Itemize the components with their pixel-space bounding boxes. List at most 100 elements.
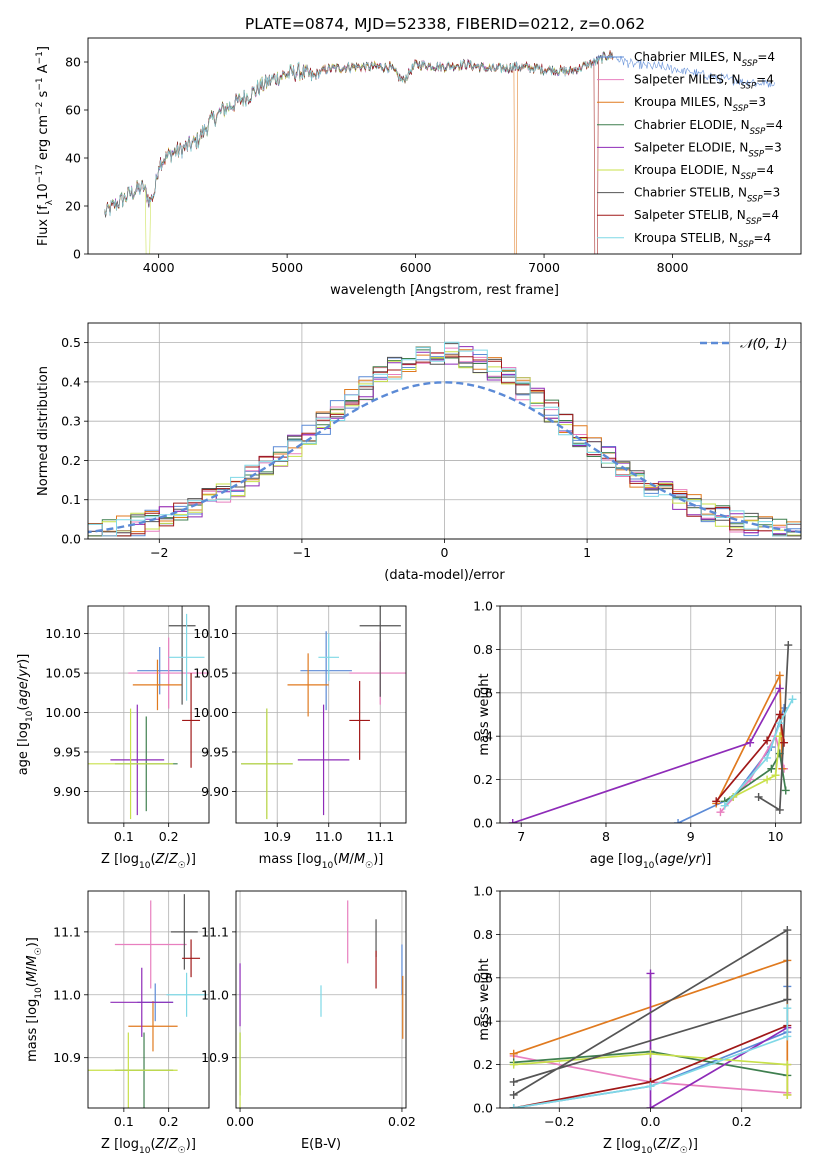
axes-frame <box>87 605 210 824</box>
weight-marker <box>754 792 763 801</box>
error-bar-point <box>166 972 207 1017</box>
panel-age_vs_mass: 10.9 11.0 11.1 9.90 9.95 10.00 10.05 10.10 mass … <box>193 605 407 871</box>
y-axis-label: Flux [fλ10−17 erg cm−2 s−1 A−1] <box>35 46 55 246</box>
weight-marker <box>783 1060 792 1069</box>
weight-marker <box>746 738 755 747</box>
spectrum-line <box>104 50 614 254</box>
x-axis-label: mass [log10(M/M☉)] <box>259 852 384 871</box>
weight-series <box>720 695 797 810</box>
y-tick-label: 0 <box>73 247 81 262</box>
error-bar-point <box>359 606 401 697</box>
x-tick-label: 0.00 <box>226 1114 254 1129</box>
y-axis-label: mass weight <box>477 958 492 1040</box>
x-tick-label: 8 <box>602 829 610 844</box>
panel-mass_vs_EBV: 0.00 0.02 10.9 11.0 11.1 E(B-V) <box>201 890 416 1152</box>
weight-marker <box>509 1077 518 1086</box>
y-tick-label: 9.95 <box>53 744 81 759</box>
spectrum-line <box>104 51 614 218</box>
legend-label: 𝒩(0, 1) <box>740 337 787 352</box>
weight-marker <box>720 801 729 810</box>
x-axis-label: E(B-V) <box>301 1137 341 1152</box>
x-tick-label: −0.2 <box>544 1114 574 1129</box>
weight-marker <box>763 775 772 784</box>
plot-area <box>88 341 801 537</box>
error-bar-point <box>170 894 198 970</box>
error-bar-point <box>297 704 350 816</box>
x-axis-label: age [log10(age/yr)] <box>590 852 712 871</box>
spectrum-line <box>104 50 614 254</box>
weight-marker <box>716 808 725 817</box>
weight-marker <box>775 719 784 728</box>
plot-area <box>88 894 207 1108</box>
axes-frame <box>87 322 802 540</box>
y-tick-label: 0.2 <box>473 772 493 787</box>
y-tick-label: 0.0 <box>473 816 493 831</box>
panel-weight_vs_age: 7 8 9 10 0.0 0.2 0.4 0.6 0.8 1.0 age [log10(age/yr… <box>473 599 802 871</box>
y-axis-label: Normed distribution <box>36 366 51 496</box>
y-tick-label: 0.3 <box>61 414 81 429</box>
weight-marker <box>781 786 790 795</box>
y-tick-label: 0.8 <box>473 927 493 942</box>
y-tick-label: 0.0 <box>61 532 81 547</box>
weight-marker <box>783 1090 792 1099</box>
weight-marker <box>783 995 792 1004</box>
axes-frame <box>87 37 802 255</box>
plot-area <box>509 926 792 1108</box>
y-tick-label: 1.0 <box>473 884 493 899</box>
y-tick-label: 10.00 <box>193 705 229 720</box>
x-axis-label: (data-model)/error <box>384 568 505 583</box>
x-tick-label: 11.0 <box>315 829 343 844</box>
panel-spectrum: 4000 5000 6000 7000 8000 0 20 40 60 80 wavelength … <box>35 37 802 298</box>
axes-frame <box>499 890 802 1109</box>
plot-area <box>88 606 209 820</box>
y-tick-label: 80 <box>65 55 81 70</box>
weight-marker <box>784 641 793 650</box>
histogram-series <box>88 341 801 537</box>
normal-curve <box>88 381 801 534</box>
legend-label: Kroupa STELIB, NSSP=4 <box>634 231 771 250</box>
x-tick-label: 10.9 <box>263 829 291 844</box>
plot-area <box>239 900 404 1108</box>
error-bar-point <box>88 1032 178 1108</box>
x-tick-label: 0.1 <box>114 829 134 844</box>
weight-series <box>508 684 784 823</box>
error-bar-point <box>241 708 293 820</box>
x-axis-label: Z [log10(Z/Z☉)] <box>101 852 196 871</box>
legend-label: Kroupa MILES, NSSP=3 <box>634 95 766 114</box>
y-tick-label: 11.1 <box>201 924 229 939</box>
weight-marker <box>780 738 789 747</box>
weight-line <box>732 736 781 798</box>
grid-lines <box>500 605 801 824</box>
weight-marker <box>783 926 792 935</box>
legend: Chabrier MILES, NSSP=4 Salpeter MILES, NS… <box>597 50 783 250</box>
y-axis-label: mass [log10(M/M☉)] <box>25 937 44 1062</box>
spectrum-line <box>104 51 614 217</box>
weight-marker <box>767 764 776 773</box>
weight-marker <box>775 710 784 719</box>
weight-line <box>677 707 785 823</box>
error-bar-point <box>137 647 183 695</box>
y-tick-label: 9.90 <box>53 784 81 799</box>
weight-marker <box>646 1049 655 1058</box>
weight-marker <box>775 684 784 693</box>
y-tick-label: 10.05 <box>193 666 229 681</box>
y-tick-label: 10.10 <box>45 626 81 641</box>
legend-label: Salpeter ELODIE, NSSP=3 <box>634 140 782 159</box>
y-tick-label: 40 <box>65 151 81 166</box>
plot-area <box>508 641 797 823</box>
weight-marker <box>783 1032 792 1041</box>
y-tick-label: 11.0 <box>201 987 229 1002</box>
spectrum-line <box>104 52 614 217</box>
x-tick-label: 0 <box>441 545 449 560</box>
x-tick-label: 5000 <box>271 260 303 275</box>
weight-line <box>513 1008 789 1108</box>
weight-series <box>754 641 793 814</box>
y-tick-label: 10.05 <box>45 666 81 681</box>
x-tick-label: 6000 <box>400 260 432 275</box>
error-bar-point <box>168 606 196 705</box>
x-tick-label: 10 <box>768 829 784 844</box>
x-tick-label: 1 <box>583 545 591 560</box>
spectrum-line <box>104 52 614 217</box>
plot-area <box>241 606 406 820</box>
